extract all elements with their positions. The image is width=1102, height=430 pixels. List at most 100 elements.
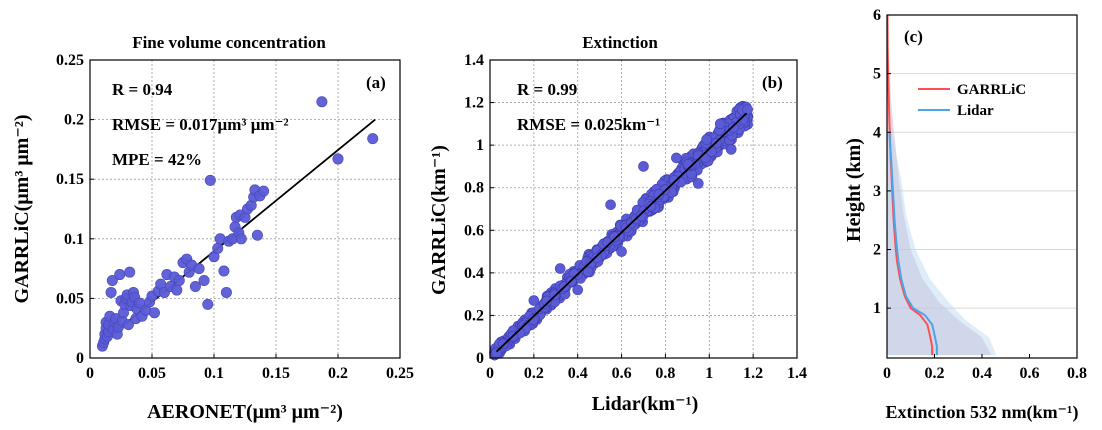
panel-b-point — [528, 295, 540, 306]
panel-b-point — [554, 263, 566, 274]
panel-c-ytick-label: 5 — [873, 66, 881, 83]
panel-c-ytick-label: 1 — [873, 300, 881, 317]
panel-b-ytick-label: 0.2 — [464, 307, 484, 324]
panel-c-xtick-label: 0.8 — [1067, 365, 1087, 382]
panel-b-xtick-label: 1.2 — [743, 365, 763, 382]
panel-a-label: (a) — [366, 73, 386, 92]
panel-a-rmse: RMSE = 0.017μm³ μm⁻² — [112, 115, 289, 134]
panel-b-ticks: 0 0.2 0.4 0.6 0.8 1 1.2 1.4 0 0.2 0.4 0.6 0.8 1 1.2 1.4 — [464, 52, 807, 382]
panel-a-point — [193, 263, 205, 275]
panel-b-xlabel: Lidar(km⁻¹) — [592, 393, 699, 415]
panel-b-label: (b) — [762, 73, 783, 92]
panel-b-point — [609, 231, 620, 243]
panel-a-fine-volume-scatter: Fine volume concentration 0 0.05 0.1 0.15 0.… — [11, 33, 414, 423]
panel-b-point — [742, 104, 753, 115]
panel-a-point — [122, 319, 134, 331]
panel-b-xtick-label: 0 — [486, 365, 494, 382]
panel-b-point — [737, 114, 749, 126]
panel-c-shading — [887, 15, 997, 356]
panel-a-point — [105, 286, 117, 298]
panel-b-point — [682, 158, 694, 170]
panel-c-label: (c) — [904, 27, 923, 46]
panel-a-xtick-label: 0.1 — [204, 365, 224, 382]
panel-c-xtick-label: 0 — [883, 365, 891, 382]
panel-b-point — [714, 118, 726, 130]
panel-a-xtick-label: 0.05 — [138, 365, 166, 382]
panel-c-ytick-label: 3 — [873, 183, 881, 200]
panel-b-title: Extinction — [582, 33, 658, 52]
panel-c-ticks: 0 0.2 0.4 0.6 0.8 1 2 3 4 5 6 — [873, 7, 1087, 382]
panel-b-frame — [489, 59, 798, 359]
panel-b-point — [728, 122, 739, 133]
panel-a-title: Fine volume concentration — [132, 33, 326, 52]
panel-c-xtick-label: 0.4 — [972, 365, 992, 382]
panel-b-point — [541, 295, 553, 307]
panel-a-point — [198, 275, 210, 287]
panel-b-point — [701, 134, 712, 145]
panel-c-lidar-line — [888, 132, 938, 356]
panel-b-ylabel: GARRLiC(km⁻¹) — [428, 145, 450, 295]
panel-c-garrlic-line — [887, 15, 934, 356]
panel-c-legend: GARRLiC Lidar — [914, 75, 1064, 123]
panel-b-point — [616, 246, 627, 257]
panel-b-point — [638, 161, 649, 172]
panel-a-point — [124, 266, 136, 278]
panel-c-ytick-label: 6 — [873, 7, 881, 24]
panel-a-ytick-label: 0.15 — [56, 171, 84, 188]
panel-b-point — [693, 178, 704, 189]
panel-a-point — [332, 153, 344, 165]
panel-a-point — [218, 265, 230, 277]
panel-c-garrlic-spread-band — [887, 15, 992, 356]
panel-a-point — [235, 233, 247, 245]
panel-b-xtick-label: 0.4 — [568, 365, 588, 382]
panel-a-point — [251, 229, 263, 241]
panel-a-point — [106, 275, 118, 287]
legend-box — [914, 75, 1064, 123]
panel-b-point — [653, 189, 665, 200]
panel-b-point — [635, 210, 647, 222]
panel-a-ytick-label: 0.1 — [64, 231, 84, 248]
panel-a-point — [173, 275, 185, 287]
panel-a-ytick-label: 0.25 — [56, 52, 84, 69]
panel-c-xtick-label: 0.2 — [925, 365, 945, 382]
panel-c-lines — [887, 15, 938, 356]
panel-b-grid — [490, 60, 797, 358]
panel-b-point — [671, 152, 682, 164]
panel-b-extinction-scatter: Extinction 0 0.2 0.4 0.6 0.8 1 1.2 1.4 0 0.2 0.4 0.… — [428, 33, 807, 415]
panel-b-ytick-label: 1.2 — [464, 95, 484, 112]
panel-b-xtick-label: 0.6 — [612, 365, 632, 382]
legend-label-garrlic: GARRLiC — [957, 82, 1026, 98]
panel-a-ytick-label: 0 — [76, 350, 84, 367]
panel-b-point — [602, 237, 613, 248]
panel-c-xlabel: Extinction 532 nm(km⁻¹) — [886, 402, 1079, 423]
panel-b-xtick-label: 0.2 — [524, 365, 544, 382]
panel-b-xtick-label: 1 — [705, 365, 713, 382]
panel-b-fit-line — [495, 112, 748, 353]
panel-b-xtick-label: 1.4 — [787, 365, 807, 382]
panel-b-point — [591, 252, 603, 264]
panel-b-ytick-label: 1 — [476, 137, 484, 154]
panel-b-point — [491, 347, 502, 359]
panel-b-point — [527, 314, 539, 325]
panel-c-xtick-label: 0.6 — [1020, 365, 1040, 382]
panel-a-point — [220, 286, 232, 298]
panel-b-ytick-label: 0.4 — [464, 265, 484, 282]
panel-b-point — [725, 144, 737, 155]
panel-b-point — [572, 284, 584, 296]
legend-label-lidar: Lidar — [957, 103, 994, 119]
panel-b-ytick-label: 1.4 — [464, 52, 484, 69]
panel-a-point — [316, 96, 328, 108]
panel-a-mpe: MPE = 42% — [112, 150, 202, 169]
panel-b-point — [645, 200, 657, 212]
panel-a-points — [96, 96, 379, 352]
panel-a-point — [114, 269, 126, 281]
panel-a-point — [189, 280, 201, 292]
panel-a-ytick-label: 0.2 — [64, 112, 84, 129]
panel-b-point — [498, 338, 509, 349]
panel-c-ytick-label: 4 — [873, 124, 881, 141]
panel-a-point — [202, 298, 214, 310]
panel-b-ytick-label: 0 — [476, 350, 484, 367]
panel-b-ytick-label: 0.6 — [464, 222, 484, 239]
panel-b-xtick-label: 0.8 — [655, 365, 675, 382]
